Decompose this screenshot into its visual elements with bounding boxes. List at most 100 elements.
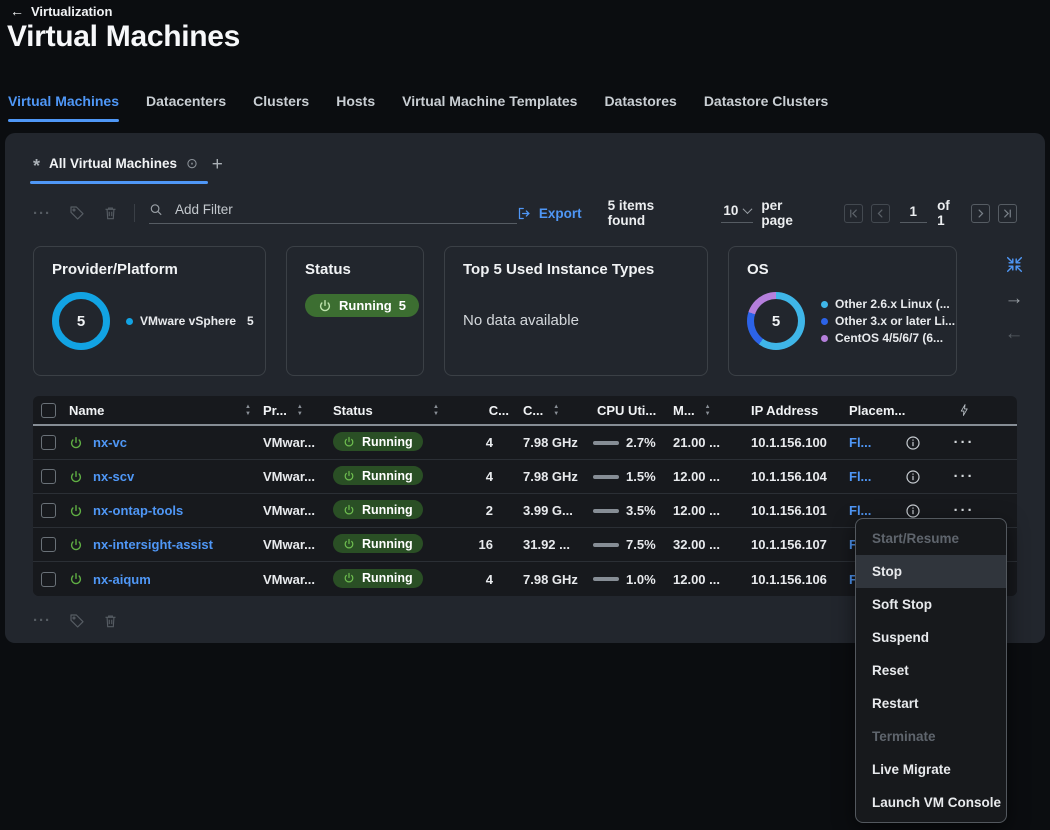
cpu-util-cell: 1.0% <box>593 572 673 587</box>
os-legend-item: CentOS 4/5/6/7 (6... <box>821 331 955 345</box>
column-header-provider[interactable]: Pr... ▲ ▼ <box>263 402 303 418</box>
view-tab-all-virtual-machines[interactable]: * All Virtual Machines ⊙ <box>30 153 208 184</box>
context-menu-item-stop[interactable]: Stop <box>856 555 1006 588</box>
main-tab-datacenters[interactable]: Datacenters <box>146 93 227 109</box>
tag-icon[interactable] <box>69 205 85 221</box>
info-icon[interactable] <box>905 469 921 485</box>
select-all-checkbox[interactable] <box>41 402 56 418</box>
add-filter-input[interactable] <box>174 202 517 217</box>
collapse-widgets-icon[interactable] <box>1006 256 1023 273</box>
column-header-cpu-util[interactable]: CPU Uti... <box>597 402 657 418</box>
carousel-prev-icon[interactable]: ← <box>1004 323 1024 344</box>
page-prev-button[interactable] <box>870 203 890 223</box>
sort-icon[interactable]: ▲ ▼ <box>553 403 560 417</box>
os-legend: Other 2.6.x Linux (... Other 3.x or later… <box>821 297 955 345</box>
provider-donut-chart: 5 <box>52 292 110 350</box>
row-checkbox[interactable] <box>41 537 56 552</box>
column-header-name[interactable]: Name ▲ ▼ <box>69 402 251 418</box>
breadcrumb-label[interactable]: Virtualization <box>31 3 113 19</box>
more-actions-icon[interactable]: ··· <box>33 612 51 629</box>
context-menu-item-reset[interactable]: Reset <box>872 663 909 678</box>
vm-name-link[interactable]: nx-aiqum <box>93 571 151 587</box>
add-view-button[interactable]: + <box>211 153 223 175</box>
tag-icon[interactable] <box>69 613 85 629</box>
table-body: nx-vc VMwar... Running 4 7.98 GHz 2.7% 2… <box>33 426 1017 596</box>
context-menu-item-start-resume: Start/Resume <box>872 531 960 546</box>
more-actions-icon[interactable]: ··· <box>33 204 51 222</box>
table-footer-actions: ··· <box>33 612 1017 629</box>
toolbar-divider <box>134 204 135 222</box>
info-icon[interactable] <box>905 503 921 519</box>
table-toolbar: ··· Export 5 items found 10 <box>33 198 1018 228</box>
cpu-util-cell: 7.5% <box>593 537 673 552</box>
filter-box[interactable] <box>149 202 517 224</box>
provider-cell: VMwar... <box>263 571 316 587</box>
table-row[interactable]: nx-scv VMwar... Running 4 7.98 GHz 1.5% … <box>33 460 1017 494</box>
main-tab-virtual-machine-templates[interactable]: Virtual Machine Templates <box>402 93 578 109</box>
legend-dot <box>821 334 828 342</box>
table-row[interactable]: nx-aiqum VMwar... Running 4 7.98 GHz 1.0… <box>33 562 1017 596</box>
per-page-select[interactable]: 10 <box>721 203 754 223</box>
table-row[interactable]: nx-vc VMwar... Running 4 7.98 GHz 2.7% 2… <box>33 426 1017 460</box>
sort-icon[interactable]: ▲ ▼ <box>704 403 711 417</box>
sort-icon[interactable]: ▲ ▼ <box>433 403 439 417</box>
sort-icon[interactable]: ▲ ▼ <box>296 403 303 417</box>
provider-cell: VMwar... <box>263 503 316 518</box>
page-number[interactable]: 1 <box>899 204 928 223</box>
info-icon[interactable] <box>905 435 921 451</box>
ip-address-cell: 10.1.156.104 <box>751 469 827 484</box>
back-arrow-icon[interactable]: ← <box>10 3 24 19</box>
row-checkbox[interactable] <box>41 435 56 450</box>
column-header-memory[interactable]: M... ▲ ▼ <box>673 402 711 418</box>
row-menu-ellipsis-button[interactable]: ··· <box>953 502 975 519</box>
page-first-button[interactable] <box>843 203 863 223</box>
main-tab-clusters[interactable]: Clusters <box>253 93 310 109</box>
column-header-cpu[interactable]: C... <box>488 402 509 418</box>
column-header-status[interactable]: Status ▲ ▼ <box>333 402 439 418</box>
legend-dot <box>821 317 828 325</box>
column-header-ip[interactable]: IP Address <box>751 402 819 418</box>
main-tab-datastores[interactable]: Datastores <box>604 93 677 109</box>
context-menu-item-live-migrate[interactable]: Live Migrate <box>872 762 951 777</box>
row-checkbox[interactable] <box>41 469 56 484</box>
trash-icon[interactable] <box>103 205 118 221</box>
placement-link[interactable]: Fl... <box>849 435 872 450</box>
summary-widgets: Provider/Platform 5 VMware vSphere 5 <box>33 246 1024 376</box>
column-header-capacity[interactable]: C... ▲ ▼ <box>523 402 560 418</box>
power-icon <box>70 436 82 448</box>
vm-name-link[interactable]: nx-scv <box>93 469 135 484</box>
main-tab-datastore-clusters[interactable]: Datastore Clusters <box>703 93 829 109</box>
carousel-next-icon[interactable]: → <box>1004 288 1024 309</box>
vm-name-link[interactable]: nx-vc <box>93 435 127 450</box>
row-menu-ellipsis-button[interactable]: ··· <box>953 468 975 485</box>
vm-name-link[interactable]: nx-intersight-assist <box>93 537 213 552</box>
row-checkbox[interactable] <box>41 503 56 518</box>
cpu-capacity-cell: 7.98 GHz <box>523 469 578 484</box>
row-menu-ellipsis-button[interactable]: ··· <box>953 434 975 451</box>
placement-link[interactable]: Fl... <box>849 469 872 484</box>
main-tab-virtual-machines[interactable]: Virtual Machines <box>8 93 120 122</box>
page-last-button[interactable] <box>998 203 1018 223</box>
context-menu-item-restart[interactable]: Restart <box>872 696 919 711</box>
context-menu-item-soft-stop[interactable]: Soft Stop <box>872 597 932 612</box>
context-menu-item-suspend[interactable]: Suspend <box>872 630 930 645</box>
table-row[interactable]: nx-ontap-tools VMwar... Running 2 3.99 G… <box>33 494 1017 528</box>
cpu-count-cell: 4 <box>485 435 493 450</box>
view-options-icon[interactable]: ⊙ <box>186 155 198 171</box>
sort-icon[interactable]: ▲ ▼ <box>245 403 251 417</box>
cpu-count-cell: 16 <box>478 537 493 552</box>
breadcrumb[interactable]: ← Virtualization <box>10 3 112 19</box>
legend-dot <box>126 317 133 325</box>
context-menu-item-launch-vm-console[interactable]: Launch VM Console <box>872 795 1002 810</box>
main-tab-hosts[interactable]: Hosts <box>336 93 376 109</box>
placement-link[interactable]: Fl... <box>849 503 872 518</box>
export-button[interactable]: Export <box>517 206 582 221</box>
trash-icon[interactable] <box>103 613 118 629</box>
column-header-placement[interactable]: Placem... <box>849 402 906 418</box>
column-header-actions[interactable] <box>935 403 993 417</box>
page-next-button[interactable] <box>971 203 991 223</box>
row-checkbox[interactable] <box>41 571 56 587</box>
vm-name-link[interactable]: nx-ontap-tools <box>93 503 184 518</box>
power-icon <box>344 573 354 583</box>
